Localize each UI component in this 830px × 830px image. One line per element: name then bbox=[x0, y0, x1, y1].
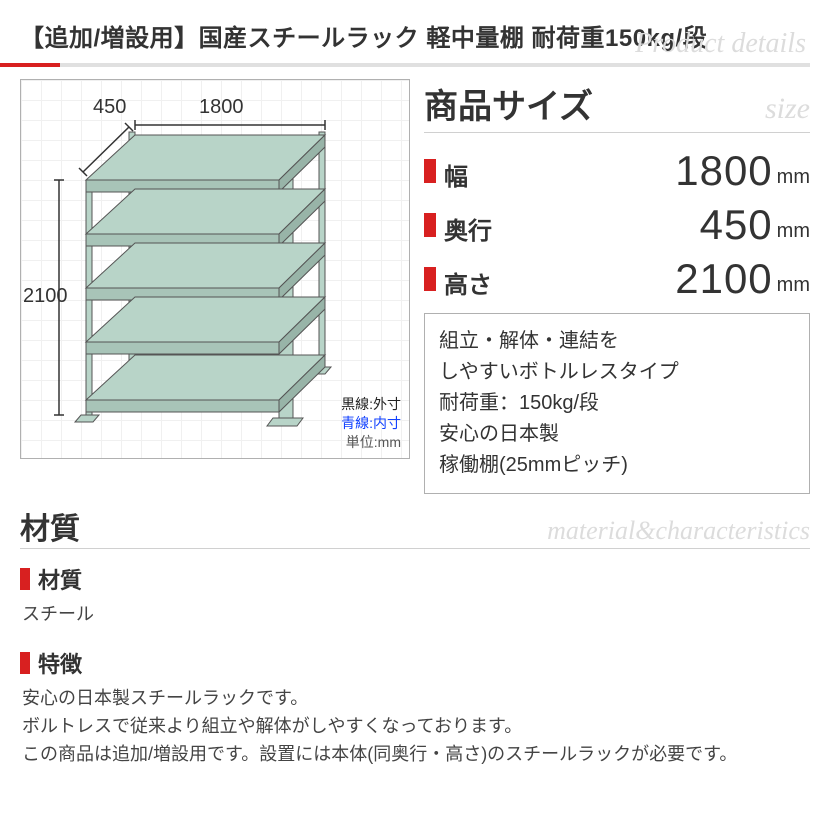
spec-value-depth: 450 bbox=[700, 201, 773, 249]
red-marker-icon bbox=[424, 213, 436, 237]
red-marker-icon bbox=[424, 267, 436, 291]
desc-line: 耐荷重：150kg/段 bbox=[439, 388, 795, 419]
sub-heading-material: 材質 bbox=[20, 563, 810, 595]
desc-line: 稼働棚(25mmピッチ) bbox=[439, 450, 795, 481]
spec-description-box: 組立・解体・連結を しやすいボトルレスタイプ 耐荷重：150kg/段 安心の日本… bbox=[424, 313, 810, 494]
spec-label-width: 幅 bbox=[444, 157, 514, 192]
sub-label-features: 特徴 bbox=[38, 647, 82, 679]
spec-title-row: 商品サイズ size bbox=[424, 79, 810, 128]
red-marker-icon bbox=[20, 652, 30, 674]
product-subtitle-en: Product details bbox=[635, 28, 806, 60]
spec-label-depth: 奥行 bbox=[444, 211, 514, 246]
spec-unit-depth: mm bbox=[777, 220, 810, 249]
desc-line: しやすいボトルレスタイプ bbox=[439, 357, 795, 388]
spec-unit-width: mm bbox=[777, 166, 810, 195]
sub-heading-features: 特徴 bbox=[20, 647, 810, 679]
spec-column: 商品サイズ size 幅 1800 mm 奥行 450 mm 高さ 2100 m… bbox=[424, 79, 810, 494]
spec-title-en: size bbox=[765, 92, 810, 126]
material-body: スチール bbox=[20, 595, 810, 629]
dim-width: 1800 bbox=[199, 96, 244, 119]
feature-line: 安心の日本製スチールラックです。 bbox=[22, 685, 810, 713]
material-title-row: 材質 material&characteristics bbox=[20, 504, 810, 549]
product-diagram: 450 1800 2100 黒線:外寸 青線:内寸 単位:mm bbox=[20, 79, 410, 459]
material-section: 材質 material&characteristics 材質 スチール 特徴 安… bbox=[0, 494, 830, 769]
material-title: 材質 bbox=[20, 504, 80, 548]
header-divider bbox=[0, 63, 810, 67]
spec-value-width: 1800 bbox=[675, 147, 772, 195]
spec-row-depth: 奥行 450 mm bbox=[424, 201, 810, 249]
feature-line: ボルトレスで従来より組立や解体がしやすくなっております。 bbox=[22, 713, 810, 741]
feature-line: この商品は追加/増設用です。設置には本体(同奥行・高さ)のスチールラックが必要で… bbox=[22, 741, 810, 769]
dim-depth: 450 bbox=[93, 96, 126, 119]
spec-divider bbox=[424, 132, 810, 133]
legend-inner: 青線:内寸 bbox=[341, 414, 401, 433]
desc-line: 安心の日本製 bbox=[439, 419, 795, 450]
sub-label-material: 材質 bbox=[38, 563, 82, 595]
spec-unit-height: mm bbox=[777, 274, 810, 303]
legend-outer: 黒線:外寸 bbox=[341, 395, 401, 414]
red-marker-icon bbox=[424, 159, 436, 183]
spec-label-height: 高さ bbox=[444, 265, 514, 300]
legend-unit: 単位:mm bbox=[341, 433, 401, 452]
spec-row-height: 高さ 2100 mm bbox=[424, 255, 810, 303]
diagram-legend: 黒線:外寸 青線:内寸 単位:mm bbox=[341, 395, 401, 452]
features-body: 安心の日本製スチールラックです。 ボルトレスで従来より組立や解体がしやすくなって… bbox=[20, 679, 810, 769]
desc-line: 組立・解体・連結を bbox=[439, 326, 795, 357]
spec-row-width: 幅 1800 mm bbox=[424, 147, 810, 195]
main-row: 450 1800 2100 黒線:外寸 青線:内寸 単位:mm 商品サイズ si… bbox=[0, 67, 830, 494]
spec-title: 商品サイズ bbox=[424, 79, 593, 128]
material-title-en: material&characteristics bbox=[547, 516, 810, 546]
spec-value-height: 2100 bbox=[675, 255, 772, 303]
dim-height: 2100 bbox=[23, 285, 68, 308]
header: 【追加/増設用】国産スチールラック 軽中量棚 耐荷重150kg/段 Produc… bbox=[0, 0, 830, 59]
red-marker-icon bbox=[20, 568, 30, 590]
